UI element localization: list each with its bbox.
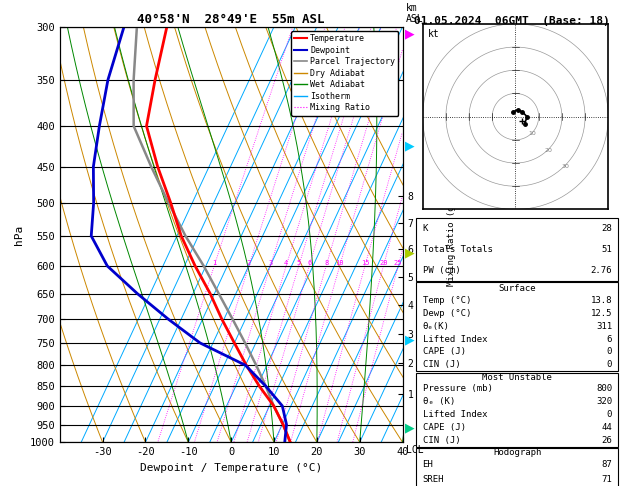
- Text: 2.76: 2.76: [591, 266, 612, 275]
- Text: EH: EH: [423, 460, 433, 469]
- Text: 28: 28: [601, 224, 612, 233]
- Text: Lifted Index: Lifted Index: [423, 334, 487, 344]
- Text: 0: 0: [607, 347, 612, 356]
- Text: 2: 2: [247, 260, 251, 266]
- Text: 26: 26: [601, 436, 612, 445]
- Text: PW (cm): PW (cm): [423, 266, 460, 275]
- Text: 311: 311: [596, 322, 612, 330]
- Text: Mixing Ratio (g/kg): Mixing Ratio (g/kg): [447, 183, 456, 286]
- Text: 87: 87: [601, 460, 612, 469]
- Text: 30: 30: [562, 164, 569, 169]
- Text: 800: 800: [596, 384, 612, 393]
- Text: kt: kt: [428, 30, 440, 39]
- Text: Totals Totals: Totals Totals: [423, 245, 493, 254]
- Text: 0: 0: [607, 360, 612, 369]
- Text: 6: 6: [607, 334, 612, 344]
- Text: 51: 51: [601, 245, 612, 254]
- Text: ▶: ▶: [404, 421, 415, 434]
- Text: 5: 5: [297, 260, 301, 266]
- Text: 8: 8: [324, 260, 328, 266]
- Text: 3: 3: [268, 260, 272, 266]
- Text: Lifted Index: Lifted Index: [423, 410, 487, 419]
- Text: CIN (J): CIN (J): [423, 360, 460, 369]
- Text: 20: 20: [545, 148, 553, 153]
- Text: SREH: SREH: [423, 475, 444, 484]
- Text: 13.8: 13.8: [591, 296, 612, 305]
- Text: 01.05.2024  06GMT  (Base: 18): 01.05.2024 06GMT (Base: 18): [414, 16, 610, 26]
- Text: 4: 4: [284, 260, 288, 266]
- Bar: [416, 448, 618, 486]
- Text: Pressure (mb): Pressure (mb): [423, 384, 493, 393]
- Legend: Temperature, Dewpoint, Parcel Trajectory, Dry Adiabat, Wet Adiabat, Isotherm, Mi: Temperature, Dewpoint, Parcel Trajectory…: [291, 31, 398, 116]
- Text: θₑ (K): θₑ (K): [423, 397, 455, 406]
- Text: LCL: LCL: [406, 445, 423, 455]
- Text: 44: 44: [601, 423, 612, 432]
- Text: 15: 15: [360, 260, 369, 266]
- Text: θₑ(K): θₑ(K): [423, 322, 449, 330]
- X-axis label: Dewpoint / Temperature (°C): Dewpoint / Temperature (°C): [140, 463, 322, 473]
- Text: Dewp (°C): Dewp (°C): [423, 309, 471, 318]
- Text: Temp (°C): Temp (°C): [423, 296, 471, 305]
- Text: ▶: ▶: [404, 334, 415, 347]
- Bar: [416, 373, 618, 447]
- Text: CIN (J): CIN (J): [423, 436, 460, 445]
- Text: 25: 25: [394, 260, 403, 266]
- Text: 0: 0: [607, 410, 612, 419]
- Text: K: K: [423, 224, 428, 233]
- Text: 1: 1: [212, 260, 216, 266]
- Text: CAPE (J): CAPE (J): [423, 347, 465, 356]
- Text: Surface: Surface: [499, 284, 536, 293]
- Text: CAPE (J): CAPE (J): [423, 423, 465, 432]
- Bar: [416, 218, 618, 281]
- Text: km
ASL: km ASL: [406, 3, 423, 24]
- Text: 20: 20: [379, 260, 387, 266]
- Text: 10: 10: [335, 260, 344, 266]
- Y-axis label: hPa: hPa: [14, 225, 25, 244]
- Text: 6: 6: [307, 260, 311, 266]
- Text: 320: 320: [596, 397, 612, 406]
- Text: Most Unstable: Most Unstable: [482, 373, 552, 382]
- Text: ▶: ▶: [404, 28, 415, 40]
- Text: ▶: ▶: [404, 246, 415, 259]
- Title: 40°58'N  28°49'E  55m ASL: 40°58'N 28°49'E 55m ASL: [137, 13, 325, 26]
- Text: 12.5: 12.5: [591, 309, 612, 318]
- Text: 10: 10: [528, 131, 536, 136]
- Text: Hodograph: Hodograph: [493, 448, 542, 457]
- Text: 71: 71: [601, 475, 612, 484]
- Text: ▶: ▶: [404, 139, 415, 152]
- Bar: [416, 282, 618, 371]
